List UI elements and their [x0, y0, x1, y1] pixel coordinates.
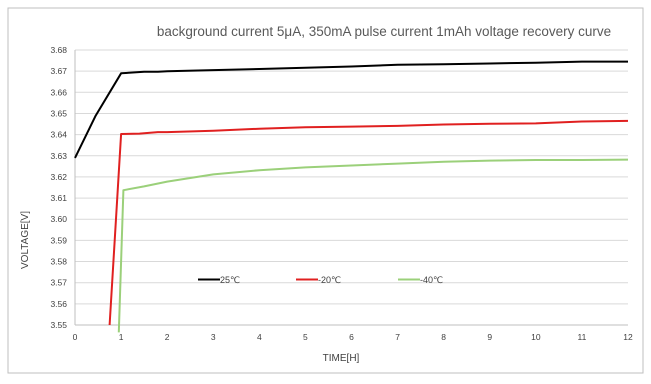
x-tick-label: 2: [165, 332, 170, 342]
y-tick-label: 3.58: [50, 257, 67, 267]
x-tick-label: 0: [73, 332, 78, 342]
y-tick-label: 3.63: [50, 151, 67, 161]
legend-label: -40℃: [420, 275, 443, 285]
legend-label: 25℃: [220, 275, 240, 285]
x-tick-label: 10: [531, 332, 541, 342]
x-axis-label: TIME[H]: [323, 353, 360, 364]
y-tick-label: 3.68: [50, 45, 67, 55]
series-line: [108, 119, 629, 326]
y-tick-label: 3.66: [50, 87, 67, 97]
x-tick-label: 7: [395, 332, 400, 342]
chart-frame: [7, 7, 644, 374]
legend: 25℃ -20℃ -40℃: [198, 275, 443, 285]
y-axis-label: VOLTAGE[V]: [20, 211, 31, 269]
x-tick-label: 6: [349, 332, 354, 342]
x-tick-label: 12: [623, 332, 633, 342]
y-tick-label: 3.67: [50, 66, 67, 76]
y-tick-label: 3.64: [50, 130, 67, 140]
series-line: [117, 158, 629, 333]
y-tick-label: 3.57: [50, 278, 67, 288]
x-tick-label: 5: [303, 332, 308, 342]
y-tick-label: 3.65: [50, 108, 67, 118]
y-tick-label: 3.60: [50, 214, 67, 224]
legend-label: -20℃: [318, 275, 341, 285]
x-tick-label: 3: [211, 332, 216, 342]
x-tick-label: 9: [487, 332, 492, 342]
y-tick-label: 3.55: [50, 320, 67, 330]
x-tick-label: 1: [119, 332, 124, 342]
series-layer: [74, 60, 629, 333]
x-tick-label: 11: [578, 332, 587, 342]
x-tick-label: 4: [257, 332, 262, 342]
series-line: [74, 60, 628, 159]
y-tick-label: 3.61: [50, 193, 67, 203]
y-tick-label: 3.59: [50, 235, 67, 245]
axis-layer: 3.55 3.56 3.57 3.58 3.59 3.60 3.61 3.62 3.63 3.64…: [50, 45, 633, 342]
x-tick-label: 8: [441, 332, 446, 342]
y-tick-label: 3.62: [50, 172, 67, 182]
y-tick-label: 3.56: [50, 299, 67, 309]
chart-title: background current 5μA, 350mA pulse curr…: [157, 24, 611, 39]
